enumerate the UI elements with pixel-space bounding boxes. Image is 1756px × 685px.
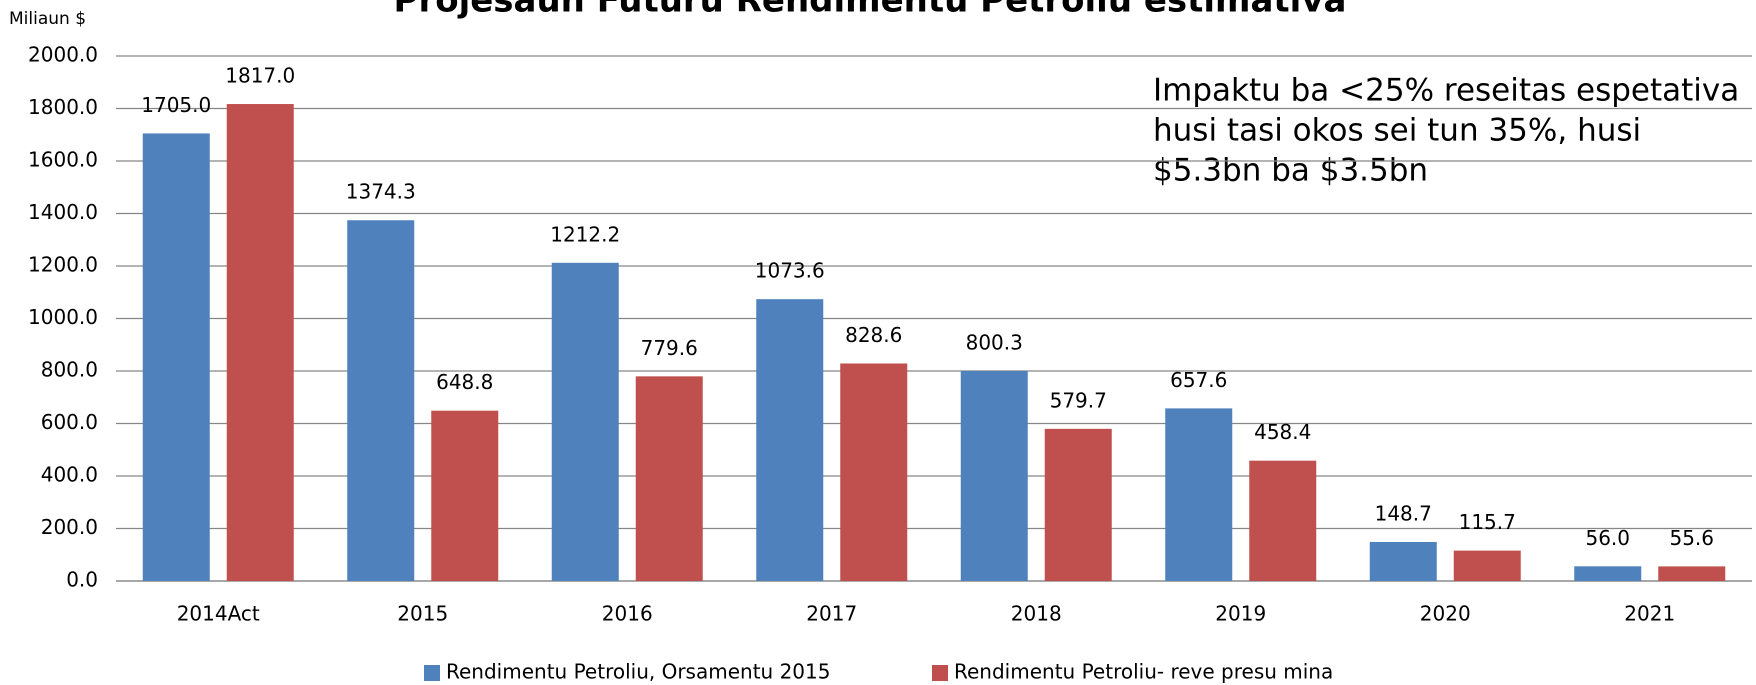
y-tick-label: 1200.0 xyxy=(28,253,98,277)
y-tick-label: 400.0 xyxy=(41,463,98,487)
bar xyxy=(1165,408,1233,581)
data-label: 148.7 xyxy=(1375,501,1432,525)
y-tick-label: 0.0 xyxy=(66,568,98,592)
data-label: 579.7 xyxy=(1050,388,1107,412)
annotation: husi tasi okos sei tun 35%, husi xyxy=(1153,113,1641,149)
bar xyxy=(1249,460,1317,581)
data-label: 1705.0 xyxy=(141,93,211,117)
annotation: $5.3bn ba $3.5bn xyxy=(1153,153,1428,189)
legend-swatch xyxy=(932,665,948,681)
data-label: 56.0 xyxy=(1585,526,1630,550)
data-label: 115.7 xyxy=(1459,510,1516,534)
y-tick-label: 200.0 xyxy=(41,515,98,539)
x-tick-label: 2020 xyxy=(1420,602,1471,626)
bar xyxy=(756,299,824,581)
bar xyxy=(1574,566,1642,581)
bar xyxy=(142,133,210,581)
legend-label: Rendimentu Petroliu, Orsamentu 2015 xyxy=(446,660,830,684)
x-tick-label: 2017 xyxy=(806,602,857,626)
x-tick-label: 2014Act xyxy=(177,602,260,626)
x-tick-label: 2018 xyxy=(1011,602,1062,626)
data-label: 458.4 xyxy=(1254,420,1311,444)
y-tick-label: 1600.0 xyxy=(28,148,98,172)
bar xyxy=(431,410,499,581)
legend-label: Rendimentu Petroliu- reve presu mina xyxy=(954,660,1333,684)
chart-title: Projesaun Futuru Rendimentu Petroliu est… xyxy=(394,0,1347,21)
annotation: Impaktu ba <25% reseitas espetativa xyxy=(1153,73,1739,109)
data-label: 55.6 xyxy=(1669,526,1714,550)
bar xyxy=(226,104,294,581)
bar xyxy=(1453,550,1521,581)
data-label: 779.6 xyxy=(641,336,698,360)
bar xyxy=(960,370,1028,581)
bar xyxy=(1658,566,1726,581)
data-label: 1073.6 xyxy=(755,259,825,283)
y-tick-label: 1800.0 xyxy=(28,95,98,119)
x-tick-label: 2016 xyxy=(602,602,653,626)
bar xyxy=(635,376,703,581)
y-tick-label: 2000.0 xyxy=(28,43,98,67)
y-axis-label: Miliaun $ xyxy=(9,9,86,29)
y-tick-label: 1400.0 xyxy=(28,200,98,224)
bar xyxy=(551,262,619,581)
legend-swatch xyxy=(424,665,440,681)
bar xyxy=(347,220,415,581)
bar xyxy=(840,363,908,581)
data-label: 800.3 xyxy=(966,330,1023,354)
y-tick-label: 800.0 xyxy=(41,358,98,382)
data-label: 828.6 xyxy=(845,323,902,347)
bar xyxy=(1044,428,1112,581)
x-tick-label: 2021 xyxy=(1624,602,1675,626)
y-tick-label: 600.0 xyxy=(41,410,98,434)
data-label: 648.8 xyxy=(436,370,493,394)
y-tick-label: 1000.0 xyxy=(28,305,98,329)
bar xyxy=(1369,541,1437,581)
data-label: 657.6 xyxy=(1170,368,1227,392)
data-label: 1212.2 xyxy=(550,222,620,246)
x-tick-label: 2015 xyxy=(397,602,448,626)
data-label: 1817.0 xyxy=(225,64,295,88)
data-label: 1374.3 xyxy=(346,180,416,204)
x-tick-label: 2019 xyxy=(1215,602,1266,626)
